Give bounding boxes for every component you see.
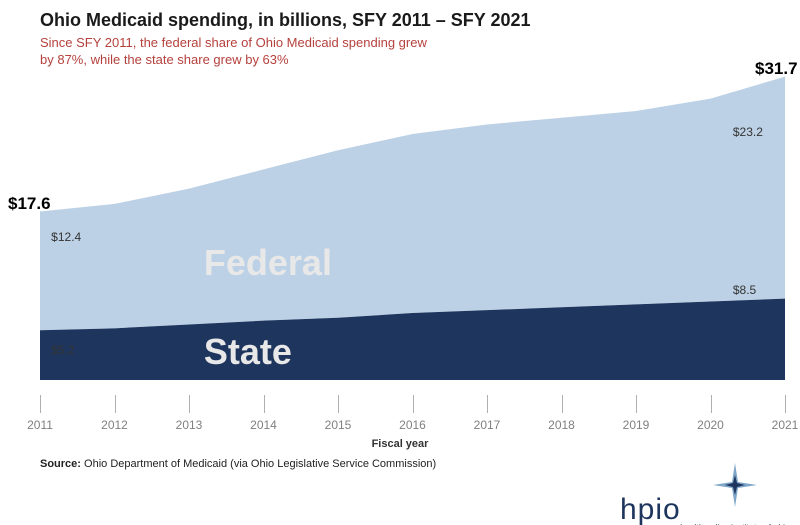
x-tick bbox=[264, 395, 265, 413]
year-label: 2019 bbox=[616, 418, 656, 432]
x-tick bbox=[338, 395, 339, 413]
year-label: 2018 bbox=[542, 418, 582, 432]
value-state-2011: $5.2 bbox=[51, 343, 74, 357]
value-federal-2021: $23.2 bbox=[733, 125, 763, 139]
series-label-state: State bbox=[204, 331, 292, 373]
year-label: 2011 bbox=[20, 418, 60, 432]
x-tick bbox=[785, 395, 786, 413]
x-tick bbox=[711, 395, 712, 413]
source-line: Source: Ohio Department of Medicaid (via… bbox=[40, 458, 436, 470]
x-axis-title: Fiscal year bbox=[0, 438, 800, 450]
total-label-2011: $17.6 bbox=[8, 194, 51, 214]
source-text: Ohio Department of Medicaid (via Ohio Le… bbox=[81, 458, 436, 470]
year-label: 2017 bbox=[467, 418, 507, 432]
year-label: 2012 bbox=[95, 418, 135, 432]
stacked-area-chart bbox=[0, 0, 800, 400]
x-tick bbox=[636, 395, 637, 413]
logo-text: hpio bbox=[620, 493, 681, 525]
year-label: 2013 bbox=[169, 418, 209, 432]
x-tick bbox=[40, 395, 41, 413]
series-label-federal: Federal bbox=[204, 242, 332, 284]
x-tick bbox=[189, 395, 190, 413]
source-label: Source: bbox=[40, 458, 81, 470]
x-tick bbox=[562, 395, 563, 413]
year-label: 2020 bbox=[691, 418, 731, 432]
value-state-2021: $8.5 bbox=[733, 283, 756, 297]
year-label: 2014 bbox=[244, 418, 284, 432]
x-tick bbox=[115, 395, 116, 413]
x-tick bbox=[487, 395, 488, 413]
total-label-2021: $31.7 bbox=[755, 59, 798, 79]
value-federal-2011: $12.4 bbox=[51, 230, 81, 244]
year-label: 2016 bbox=[393, 418, 433, 432]
year-label: 2021 bbox=[765, 418, 800, 432]
x-tick bbox=[413, 395, 414, 413]
year-label: 2015 bbox=[318, 418, 358, 432]
hpio-logo: hpio health policy institute of ohio bbox=[620, 460, 790, 525]
